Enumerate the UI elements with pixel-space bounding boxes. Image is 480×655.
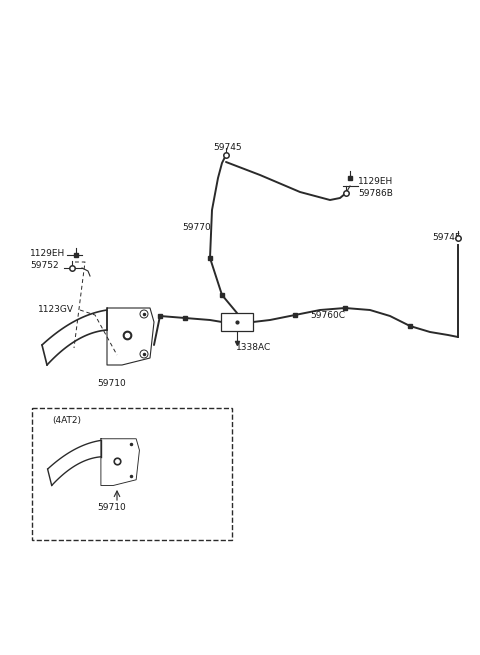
Bar [221, 313, 253, 331]
Bar [32, 408, 232, 540]
Text: 59710: 59710 [97, 504, 126, 512]
Text: 59752: 59752 [30, 261, 59, 271]
Text: 1123GV: 1123GV [38, 305, 74, 314]
Text: 59786B: 59786B [358, 189, 393, 198]
Text: 1129EH: 1129EH [30, 250, 65, 259]
Text: 59745: 59745 [432, 233, 461, 242]
Text: 59770: 59770 [182, 223, 211, 233]
Text: 59745: 59745 [214, 143, 242, 153]
Text: 59760C: 59760C [310, 312, 345, 320]
Text: 59710: 59710 [97, 379, 126, 388]
Text: (4AT2): (4AT2) [52, 415, 81, 424]
Text: 1338AC: 1338AC [236, 343, 271, 352]
Text: 1129EH: 1129EH [358, 176, 393, 185]
